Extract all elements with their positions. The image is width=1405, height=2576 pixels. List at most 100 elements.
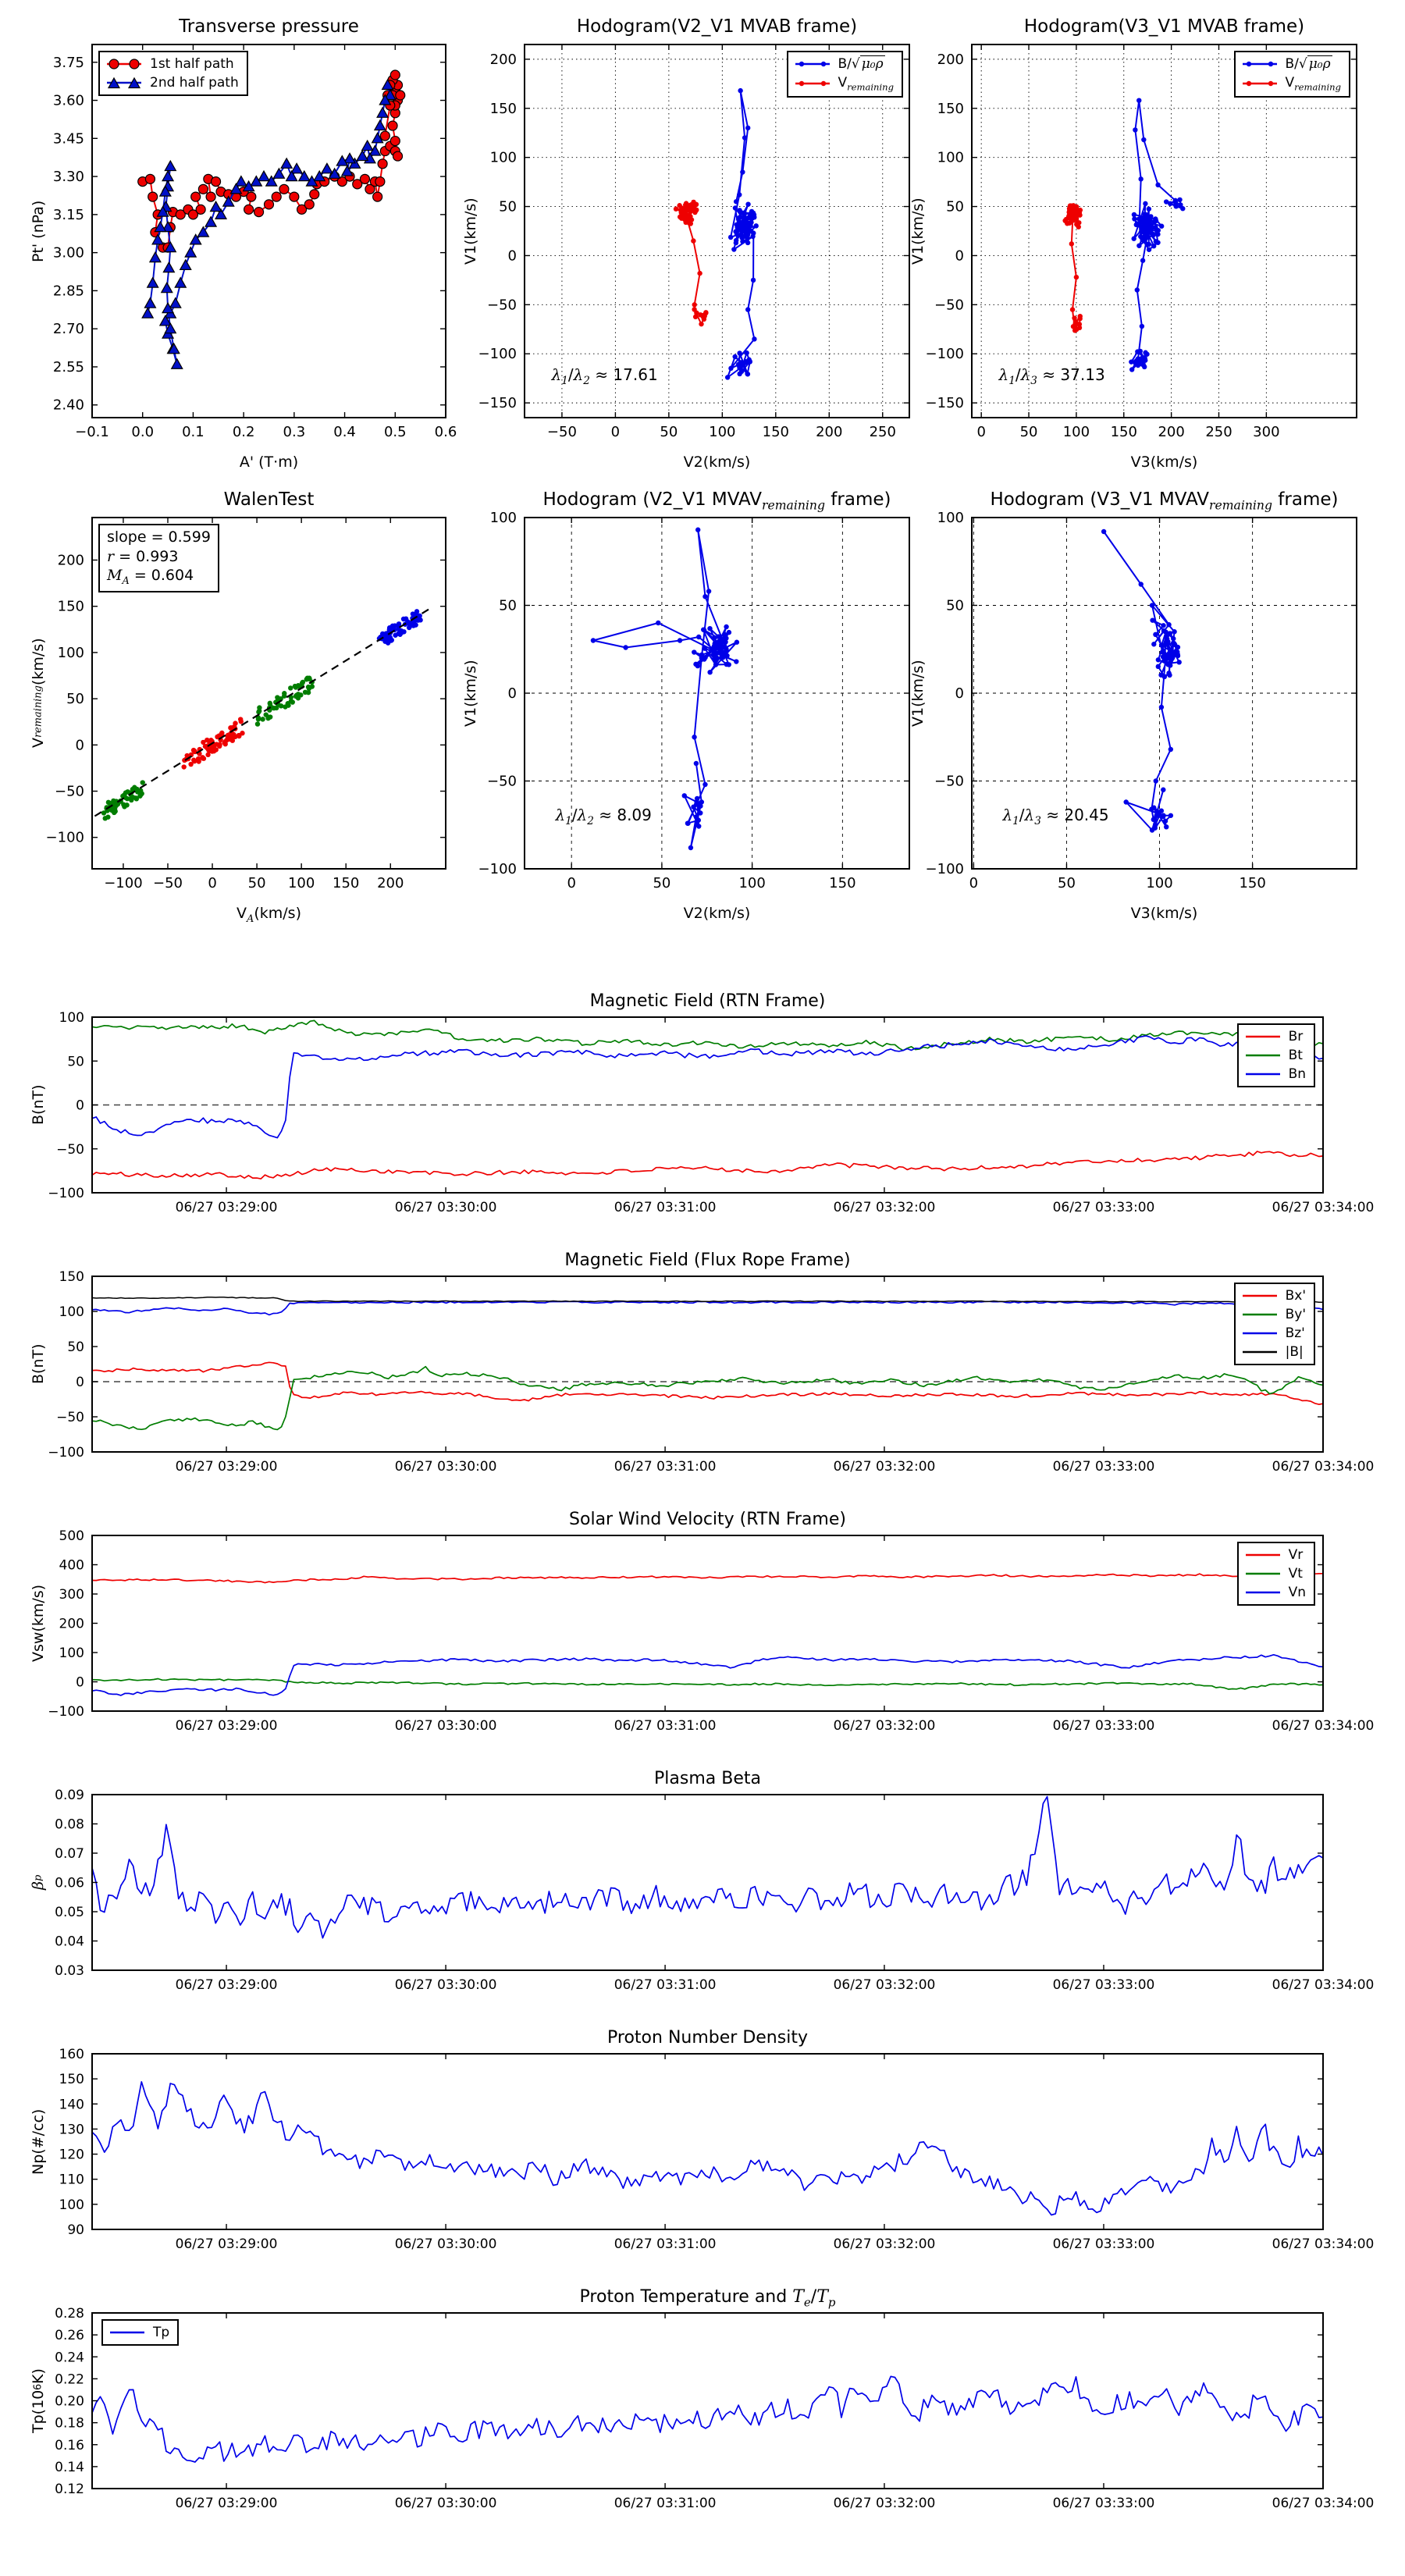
- tick-labels: 06/27 03:29:00 06/27 03:30:00 06/27 03:31:…: [55, 1788, 1374, 1993]
- plot-title: Proton Number Density: [607, 2028, 808, 2048]
- svg-text:500: 500: [59, 1528, 84, 1544]
- svg-text:200: 200: [58, 552, 84, 568]
- svg-text:06/27 03:34:00: 06/27 03:34:00: [1272, 1459, 1375, 1475]
- legend-label: B/√ μ₀ρ: [1285, 55, 1332, 72]
- plot-axes: −100 −50 0 50 100 150 200 −100 −50 0 50 100 150 200: [46, 517, 446, 891]
- svg-text:100: 100: [288, 875, 315, 891]
- tick-labels: −0.1 0.0 0.1 0.2 0.3 0.4 0.5 0.6 2.40 2.55 2.70 2.8…: [53, 55, 457, 440]
- svg-text:3.45: 3.45: [53, 130, 84, 147]
- legend-label: Br: [1288, 1029, 1304, 1044]
- svg-text:06/27 03:30:00: 06/27 03:30:00: [395, 1718, 497, 1734]
- svg-text:0.26: 0.26: [55, 2328, 84, 2343]
- svg-text:−50: −50: [487, 774, 517, 790]
- legend: Vr Vt Vn: [1236, 1542, 1315, 1606]
- legend-label: Vt: [1288, 1566, 1303, 1582]
- legend-entry: Br: [1244, 1027, 1306, 1046]
- legend-entry: By': [1241, 1305, 1306, 1324]
- svg-text:150: 150: [490, 101, 517, 117]
- svg-text:−50: −50: [56, 1410, 84, 1425]
- legend-entry: Bz': [1241, 1324, 1306, 1343]
- axes-frame: [524, 44, 910, 418]
- svg-text:0.4: 0.4: [333, 424, 356, 440]
- legend-label: 1st half path: [150, 56, 234, 72]
- plot-title: Magnetic Field (RTN Frame): [589, 991, 826, 1011]
- svg-text:0.3: 0.3: [283, 424, 306, 440]
- svg-text:06/27 03:32:00: 06/27 03:32:00: [834, 1200, 936, 1215]
- series-group: [91, 1296, 1324, 1431]
- legend-entry: Vr: [1244, 1546, 1306, 1564]
- legend-label: B/√ μ₀ρ: [838, 55, 885, 72]
- svg-text:0.14: 0.14: [55, 2460, 84, 2475]
- x-axis-label: A' (T·m): [239, 454, 299, 471]
- svg-text:0: 0: [76, 1675, 84, 1691]
- svg-text:100: 100: [709, 424, 735, 440]
- y-axis-label: B(nT): [30, 1084, 47, 1126]
- svg-text:50: 50: [1020, 424, 1038, 440]
- svg-text:06/27 03:30:00: 06/27 03:30:00: [395, 1977, 497, 1993]
- x-axis-label: VA(km/s): [237, 905, 301, 925]
- svg-text:06/27 03:29:00: 06/27 03:29:00: [176, 1459, 278, 1475]
- axes-frame: [91, 1535, 1324, 1712]
- svg-text:0.6: 0.6: [435, 424, 457, 440]
- svg-text:0.2: 0.2: [233, 424, 255, 440]
- svg-text:06/27 03:32:00: 06/27 03:32:00: [834, 2236, 936, 2252]
- svg-text:−100: −100: [48, 1186, 84, 1201]
- svg-text:06/27 03:34:00: 06/27 03:34:00: [1272, 1718, 1375, 1734]
- svg-text:06/27 03:29:00: 06/27 03:29:00: [176, 1200, 278, 1215]
- svg-text:−50: −50: [487, 297, 517, 313]
- svg-text:50: 50: [67, 1340, 84, 1355]
- svg-text:100: 100: [490, 510, 517, 526]
- svg-text:06/27 03:30:00: 06/27 03:30:00: [395, 1200, 497, 1215]
- legend: Tp: [101, 2319, 180, 2346]
- svg-text:50: 50: [248, 875, 266, 891]
- svg-text:50: 50: [1058, 875, 1076, 891]
- legend-label: Tp: [153, 2325, 170, 2340]
- series-group: [91, 2375, 1324, 2463]
- svg-text:100: 100: [59, 1304, 84, 1320]
- legend-entry: Bx': [1241, 1286, 1306, 1305]
- svg-text:300: 300: [59, 1587, 84, 1603]
- series-group: [91, 1019, 1324, 1179]
- tick-labels: 0 50 100 150 −100 −50 0 50 100: [478, 510, 856, 891]
- svg-text:3.00: 3.00: [53, 245, 84, 262]
- svg-text:200: 200: [1158, 424, 1184, 440]
- svg-text:150: 150: [58, 599, 84, 615]
- series-group: [91, 1571, 1324, 1696]
- svg-text:2.85: 2.85: [53, 283, 84, 299]
- svg-text:06/27 03:29:00: 06/27 03:29:00: [176, 1718, 278, 1734]
- walen-stats-box: slope = 0.599 r = 0.993 MA = 0.604: [98, 524, 219, 592]
- y-axis-label: V1(km/s): [909, 660, 927, 727]
- tick-labels: 06/27 03:29:00 06/27 03:30:00 06/27 03:31:…: [59, 2047, 1375, 2252]
- svg-text:100: 100: [59, 2197, 84, 2213]
- plot-axes: 06/27 03:29:00 06/27 03:30:00 06/27 03:31:…: [55, 1788, 1374, 1993]
- svg-text:0.06: 0.06: [55, 1876, 84, 1891]
- axes-frame: [91, 2053, 1324, 2230]
- svg-text:150: 150: [1111, 424, 1137, 440]
- svg-text:2.55: 2.55: [53, 359, 84, 375]
- plot-title: Hodogram (V3_V1 MVAVremaining frame): [990, 489, 1339, 513]
- svg-text:−100: −100: [104, 875, 142, 891]
- tick-labels: 06/27 03:29:00 06/27 03:30:00 06/27 03:31:…: [48, 1528, 1374, 1734]
- subplot-proton-temperature: Proton Temperature and Te/Tp Tp(10 6 K) 06…: [30, 2287, 1374, 2511]
- eigenvalue-ratio-annotation: λ1/λ2 ≈ 17.61: [551, 365, 658, 388]
- plot-axes: 0 50 100 150 −100 −50 0 50 100: [926, 510, 1357, 891]
- svg-text:−100: −100: [478, 346, 517, 362]
- svg-text:2.70: 2.70: [53, 321, 84, 337]
- gridlines: [972, 44, 1357, 418]
- legend: 1st half path 2nd half path: [98, 51, 248, 96]
- legend: Bx' By' Bz' |B|: [1233, 1283, 1315, 1365]
- tick-labels: −100 −50 0 50 100 150 200 −100 −50 0 50 100 150 200: [46, 552, 404, 891]
- axis-ticks: [91, 44, 446, 418]
- legend-label: Bn: [1288, 1066, 1306, 1082]
- eigenvalue-ratio-annotation: λ1/λ3 ≈ 37.13: [998, 365, 1105, 388]
- eigenvalue-ratio-annotation: λ1/λ3 ≈ 20.45: [1002, 806, 1109, 827]
- svg-text:0: 0: [976, 424, 985, 440]
- svg-text:06/27 03:33:00: 06/27 03:33:00: [1053, 2496, 1155, 2511]
- svg-text:100: 100: [59, 1010, 84, 1026]
- series-group: [94, 607, 432, 821]
- svg-text:100: 100: [937, 150, 964, 166]
- svg-text:100: 100: [1146, 875, 1172, 891]
- legend-entry: B/√ μ₀ρ: [794, 55, 894, 73]
- svg-text:06/27 03:32:00: 06/27 03:32:00: [834, 2496, 936, 2511]
